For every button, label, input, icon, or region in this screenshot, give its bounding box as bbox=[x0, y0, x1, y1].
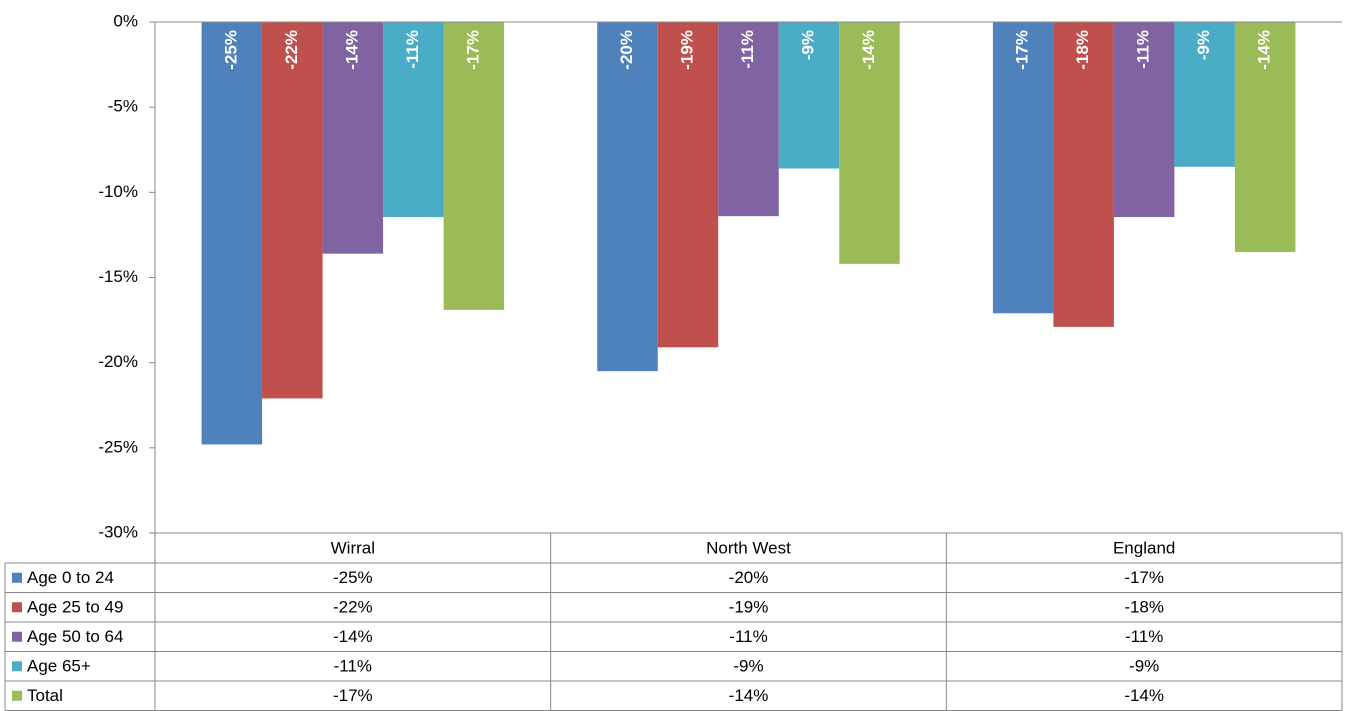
bar bbox=[322, 22, 384, 254]
bar bbox=[383, 22, 444, 218]
table-cell: -22% bbox=[333, 598, 373, 617]
table-cell: -14% bbox=[333, 627, 373, 646]
table-cell: -9% bbox=[733, 657, 763, 676]
bar bbox=[1113, 22, 1175, 218]
table-cell: -11% bbox=[1125, 627, 1163, 646]
data-label: -14% bbox=[859, 30, 878, 70]
bar bbox=[778, 22, 840, 169]
bar bbox=[597, 22, 658, 372]
table-cell: -19% bbox=[729, 598, 769, 617]
y-tick-label: -30% bbox=[98, 522, 138, 541]
y-tick-label: -25% bbox=[98, 437, 138, 456]
data-label: -14% bbox=[1255, 30, 1274, 70]
legend-label: Age 25 to 49 bbox=[27, 598, 123, 617]
y-tick-label: -5% bbox=[108, 97, 138, 116]
x-tick-label: North West bbox=[706, 538, 791, 557]
bar bbox=[201, 22, 263, 445]
table-cell: -17% bbox=[1124, 568, 1164, 587]
table-cell: -20% bbox=[729, 568, 769, 587]
data-label: -22% bbox=[282, 30, 301, 70]
y-tick-label: -10% bbox=[98, 182, 138, 201]
table-cell: -11% bbox=[729, 627, 767, 646]
data-label: -17% bbox=[1013, 30, 1032, 70]
bar bbox=[718, 22, 779, 217]
legend-label: Age 65+ bbox=[27, 657, 91, 676]
y-tick-label: 0% bbox=[113, 11, 138, 30]
bar bbox=[992, 22, 1054, 314]
x-tick-label: England bbox=[1113, 538, 1175, 557]
table-cell: -25% bbox=[333, 568, 373, 587]
table-cell: -11% bbox=[334, 657, 372, 676]
data-label: -11% bbox=[403, 30, 422, 69]
legend-label: Age 50 to 64 bbox=[27, 627, 123, 646]
legend-swatch bbox=[12, 661, 22, 672]
data-label: -18% bbox=[1073, 30, 1092, 70]
table-cell: -17% bbox=[333, 686, 373, 705]
legend-swatch bbox=[12, 631, 22, 642]
bar bbox=[1234, 22, 1296, 252]
data-label: -9% bbox=[798, 30, 817, 60]
table-cell: -18% bbox=[1124, 598, 1164, 617]
table-cell: -14% bbox=[1124, 686, 1164, 705]
data-label: -11% bbox=[1134, 30, 1153, 69]
table-cell: -14% bbox=[729, 686, 769, 705]
legend-label: Age 0 to 24 bbox=[27, 568, 114, 587]
table-cell: -9% bbox=[1129, 657, 1159, 676]
data-label: -9% bbox=[1194, 30, 1213, 60]
data-label: -19% bbox=[677, 30, 696, 70]
bar bbox=[1174, 22, 1235, 167]
legend-label: Total bbox=[27, 686, 63, 705]
data-label: -25% bbox=[221, 30, 240, 70]
legend-swatch bbox=[12, 572, 22, 583]
x-tick-label: Wirral bbox=[331, 538, 375, 557]
data-label: -11% bbox=[738, 30, 757, 69]
legend-swatch bbox=[12, 602, 22, 613]
bar bbox=[443, 22, 505, 310]
data-label: -20% bbox=[617, 30, 636, 70]
bar bbox=[839, 22, 900, 264]
bar bbox=[657, 22, 719, 348]
data-label: -14% bbox=[342, 30, 361, 70]
data-label: -17% bbox=[463, 30, 482, 70]
y-tick-label: -20% bbox=[98, 352, 138, 371]
bar bbox=[262, 22, 323, 399]
bar bbox=[1053, 22, 1114, 327]
y-tick-label: -15% bbox=[98, 267, 138, 286]
legend-swatch bbox=[12, 690, 22, 701]
